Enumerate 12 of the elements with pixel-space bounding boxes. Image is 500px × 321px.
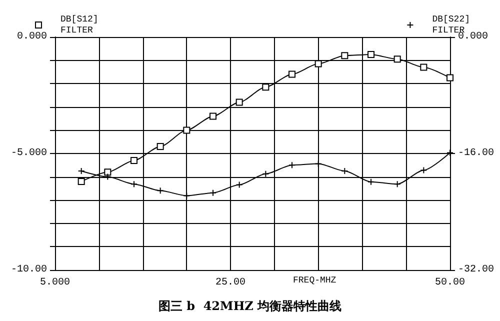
- x-tick-label: 50.00: [434, 278, 466, 288]
- y2-tick-label: 0.000: [458, 32, 488, 42]
- y2-tick-label: -16.00: [458, 148, 494, 159]
- legend-label: DB[S12] FILTER: [60, 14, 98, 36]
- x-axis-title: FREQ-MHZ: [293, 276, 337, 286]
- y-tick-label: -5.000: [10, 148, 47, 159]
- x-tick-label: 25.00: [216, 278, 246, 288]
- text: 图三 b 42MHZ 均衡器特性曲线: [158, 299, 342, 313]
- y-tick-label: 0.000: [16, 32, 47, 42]
- y2-tick-label: -32.00: [458, 264, 494, 276]
- x-tick-label: 5.000: [40, 278, 70, 288]
- y-tick-label: -10.00: [10, 264, 47, 276]
